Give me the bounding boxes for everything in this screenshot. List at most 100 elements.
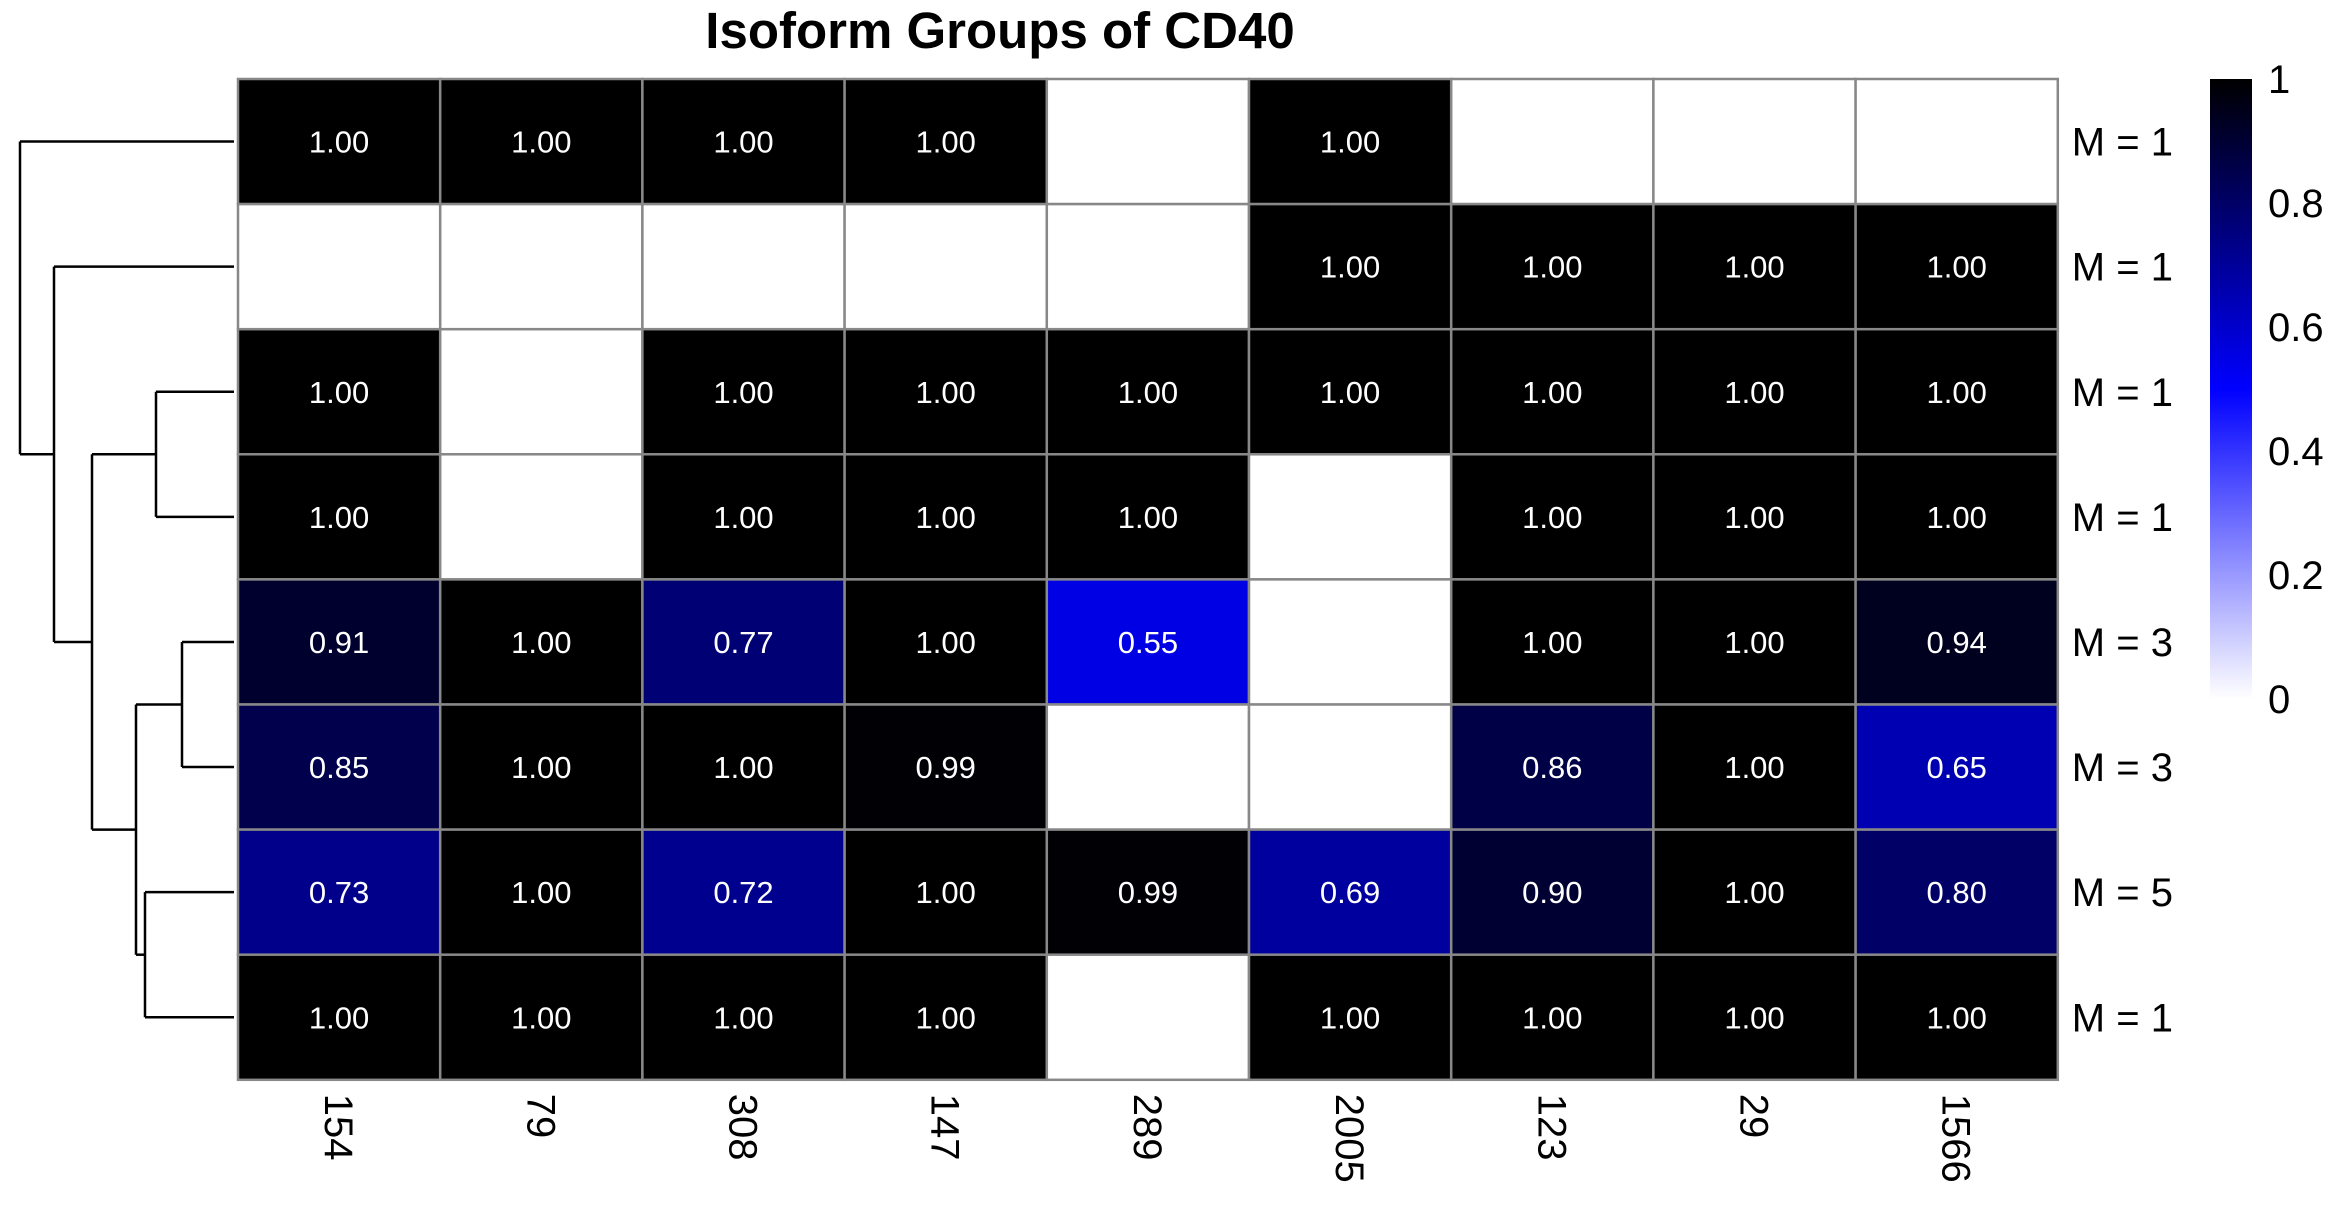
legend-tick-label: 1 xyxy=(2268,58,2290,102)
heatmap-cell xyxy=(1652,202,1857,331)
column-label: 79 xyxy=(518,1094,562,1139)
heatmap-cell xyxy=(843,953,1049,1082)
heatmap-cell xyxy=(641,703,846,831)
legend-color-bar xyxy=(2210,79,2252,699)
cell-value-label: 1.00 xyxy=(1724,625,1784,660)
cell-value-label: 1.00 xyxy=(713,375,773,410)
heatmap-cell xyxy=(1854,453,2060,581)
cell-value-label: 0.91 xyxy=(309,625,369,660)
cell-value-label: 0.65 xyxy=(1927,750,1987,785)
cell-value-label: 0.90 xyxy=(1522,875,1582,910)
heatmap-cell xyxy=(1449,953,1655,1082)
column-label: 1566 xyxy=(1934,1094,1978,1183)
legend-tick-label: 0.4 xyxy=(2268,430,2324,474)
cell-value-label: 1.00 xyxy=(1724,500,1784,535)
row-label: M = 1 xyxy=(2072,121,2173,165)
cell-value-label: 0.85 xyxy=(309,750,369,785)
row-label: M = 3 xyxy=(2072,746,2173,790)
heatmap-cell xyxy=(641,828,846,956)
cell-value-label: 1.00 xyxy=(511,625,571,660)
heatmap-cell xyxy=(1854,77,2060,206)
color-legend: 0 0.2 0.4 0.6 0.8 1 xyxy=(2210,58,2324,722)
cell-value-label: 1.00 xyxy=(1118,375,1178,410)
row-dendrogram xyxy=(18,140,234,1019)
cell-value-label: 1.00 xyxy=(1522,375,1582,410)
cell-value-label: 1.00 xyxy=(1927,375,1987,410)
chart-title: Isoform Groups of CD40 xyxy=(705,2,1294,59)
cell-value-label: 1.00 xyxy=(1522,1000,1582,1035)
heatmap-cell xyxy=(843,453,1049,581)
heatmap-cell xyxy=(1652,327,1857,456)
cell-value-label: 1.00 xyxy=(309,500,369,535)
heatmap-cell xyxy=(843,77,1049,206)
cell-value-label: 1.00 xyxy=(713,1000,773,1035)
heatmap-cell xyxy=(236,828,442,956)
heatmap-cell xyxy=(641,953,846,1082)
cell-value-label: 1.00 xyxy=(713,500,773,535)
cell-value-label: 1.00 xyxy=(916,125,976,160)
cell-value-label: 1.00 xyxy=(916,1000,976,1035)
legend-tick-label: 0.6 xyxy=(2268,306,2324,350)
heatmap-cell xyxy=(1045,953,1251,1082)
cell-value-label: 1.00 xyxy=(1320,125,1380,160)
column-labels: 154 79 308 147 289 2005 123 29 1566 xyxy=(316,1094,1978,1183)
row-label: M = 1 xyxy=(2072,246,2173,290)
cell-value-label: 1.00 xyxy=(713,125,773,160)
heatmap-cell xyxy=(1652,953,1857,1082)
cell-value-label: 1.00 xyxy=(309,125,369,160)
row-label: M = 3 xyxy=(2072,621,2173,665)
heatmap-cell xyxy=(1449,828,1655,956)
cell-value-label: 0.94 xyxy=(1927,625,1987,660)
cell-value-label: 0.73 xyxy=(309,875,369,910)
heatmap-cell xyxy=(641,202,846,331)
heatmap-cell xyxy=(1247,578,1453,706)
row-labels: M = 1 M = 1 M = 1 M = 1 M = 3 M = 3 M = 5 M = 1 xyxy=(2072,121,2173,1041)
row-label: M = 1 xyxy=(2072,371,2173,415)
heatmap-cell xyxy=(1045,578,1251,706)
cell-value-label: 0.80 xyxy=(1927,875,1987,910)
legend-tick-label: 0.2 xyxy=(2268,554,2324,598)
column-label: 2005 xyxy=(1327,1094,1371,1183)
cell-value-label: 1.00 xyxy=(1320,1000,1380,1035)
heatmap-cells: 1.00 1.00 1.00 1.00 1.00 1.00 1.00 1.00 1.00 1.00… xyxy=(236,77,2060,1082)
heatmap-cell xyxy=(1854,578,2060,706)
cell-value-label: 0.99 xyxy=(1118,875,1178,910)
heatmap-cell xyxy=(1045,327,1251,456)
row-label: M = 5 xyxy=(2072,871,2173,915)
cell-value-label: 1.00 xyxy=(916,625,976,660)
heatmap-cell xyxy=(1449,77,1655,206)
heatmap-cell xyxy=(1045,77,1251,206)
heatmap-cell xyxy=(1652,77,1857,206)
legend-tick-label: 0.8 xyxy=(2268,182,2324,226)
heatmap-cell xyxy=(1652,453,1857,581)
cell-value-label: 1.00 xyxy=(309,375,369,410)
heatmap-cell xyxy=(641,327,846,456)
column-label: 123 xyxy=(1529,1094,1573,1161)
cell-value-label: 1.00 xyxy=(511,750,571,785)
row-label: M = 1 xyxy=(2072,996,2173,1040)
cell-value-label: 1.00 xyxy=(1724,250,1784,285)
cell-value-label: 1.00 xyxy=(1724,875,1784,910)
column-label: 308 xyxy=(721,1094,765,1161)
cell-value-label: 0.69 xyxy=(1320,875,1380,910)
cell-value-label: 1.00 xyxy=(713,750,773,785)
heatmap-cell xyxy=(1449,453,1655,581)
heatmap-cell xyxy=(438,953,644,1082)
heatmap-cell xyxy=(1652,578,1857,706)
heatmap-cell xyxy=(1045,703,1251,831)
cell-value-label: 0.99 xyxy=(916,750,976,785)
cell-value-label: 0.55 xyxy=(1118,625,1178,660)
heatmap-cell xyxy=(843,327,1049,456)
row-label: M = 1 xyxy=(2072,496,2173,540)
heatmap-cell xyxy=(1854,202,2060,331)
column-label: 29 xyxy=(1732,1094,1776,1139)
cell-value-label: 1.00 xyxy=(1522,625,1582,660)
heatmap-cell xyxy=(438,578,644,706)
cell-value-label: 1.00 xyxy=(916,375,976,410)
cell-value-label: 1.00 xyxy=(916,500,976,535)
cell-value-label: 1.00 xyxy=(1724,1000,1784,1035)
heatmap-cell xyxy=(1854,828,2060,956)
heatmap-cell xyxy=(1449,578,1655,706)
heatmap-cell xyxy=(438,453,644,581)
